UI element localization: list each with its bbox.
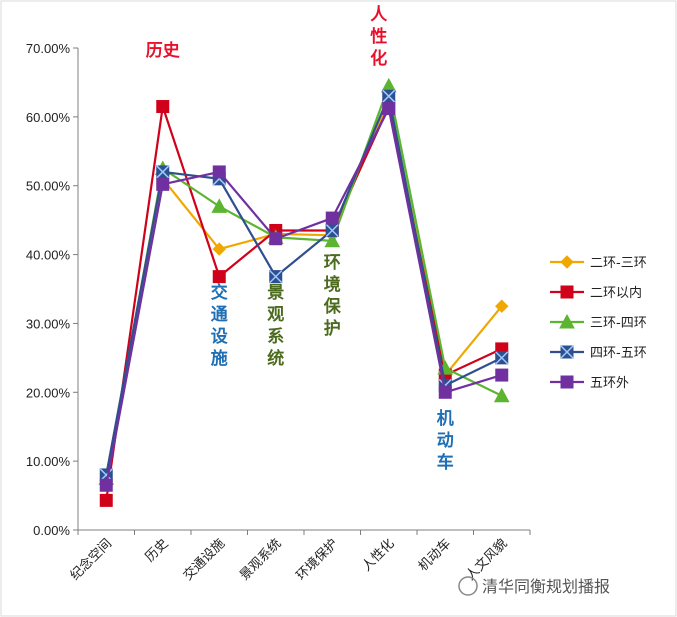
data-point bbox=[438, 385, 452, 399]
y-tick-label: 60.00% bbox=[26, 110, 71, 125]
legend-entry: 二环以内 bbox=[550, 285, 642, 301]
data-point bbox=[560, 285, 574, 299]
data-point bbox=[560, 255, 574, 269]
series-5 bbox=[99, 102, 509, 492]
data-point bbox=[269, 232, 283, 246]
y-tick-label: 0.00% bbox=[33, 523, 70, 538]
data-point bbox=[99, 478, 113, 492]
data-point bbox=[495, 368, 509, 382]
series-line bbox=[105, 105, 503, 486]
y-tick-label: 50.00% bbox=[26, 179, 71, 194]
x-tick-label: 环境保护 bbox=[294, 536, 341, 583]
data-point bbox=[493, 387, 510, 403]
annotation-label: 景观系统 bbox=[266, 283, 284, 369]
data-point bbox=[212, 165, 226, 179]
series-line bbox=[105, 81, 503, 479]
data-point-cross bbox=[495, 351, 509, 365]
annotation-label: 机动车 bbox=[437, 408, 454, 473]
data-point bbox=[560, 345, 574, 359]
data-point bbox=[382, 102, 396, 116]
series-line bbox=[105, 103, 503, 501]
legend-entry: 三环-四环 bbox=[550, 313, 647, 331]
y-tick-label: 40.00% bbox=[26, 248, 71, 263]
series-layer bbox=[98, 77, 510, 507]
data-point bbox=[156, 100, 170, 114]
data-point-cross bbox=[382, 89, 396, 103]
data-point bbox=[560, 375, 574, 389]
legend-label: 三环-四环 bbox=[590, 316, 647, 331]
x-tick-label: 历史 bbox=[143, 536, 172, 565]
data-point bbox=[559, 313, 575, 329]
data-point bbox=[382, 89, 396, 103]
data-point-cross bbox=[325, 223, 339, 238]
x-tick-label: 人性化 bbox=[359, 536, 397, 574]
data-point bbox=[99, 493, 113, 507]
data-point bbox=[156, 165, 170, 179]
data-point-cross bbox=[560, 345, 574, 359]
annotation-label: 历史 bbox=[146, 40, 181, 61]
data-point bbox=[325, 211, 339, 225]
y-tick-label: 70.00% bbox=[26, 41, 71, 56]
legend-label: 五环外 bbox=[590, 376, 629, 391]
data-point bbox=[325, 223, 339, 238]
legend-entry: 四环-五环 bbox=[550, 345, 647, 361]
series-line bbox=[105, 92, 503, 476]
data-point bbox=[495, 351, 509, 365]
data-point bbox=[495, 299, 509, 313]
data-point bbox=[324, 232, 341, 248]
legend-label: 四环-五环 bbox=[590, 346, 647, 361]
legend-entry: 五环外 bbox=[550, 375, 629, 391]
legend-label: 二环-三环 bbox=[590, 256, 647, 271]
series-4 bbox=[99, 89, 509, 482]
data-point bbox=[212, 270, 226, 284]
annotation-label: 交通设施 bbox=[211, 282, 228, 369]
annotation-label: 人性化 bbox=[370, 5, 388, 69]
data-point bbox=[269, 270, 283, 284]
annotation-label: 环境保护 bbox=[323, 253, 342, 339]
wechat-icon bbox=[458, 576, 478, 596]
data-point bbox=[212, 242, 226, 256]
x-tick-label: 机动车 bbox=[415, 536, 454, 575]
x-tick-label: 景观系统 bbox=[237, 536, 284, 583]
data-point-cross bbox=[269, 270, 283, 284]
legend-entry: 二环-三环 bbox=[550, 255, 647, 271]
watermark: 清华同衡规划播报 bbox=[458, 576, 610, 596]
data-point bbox=[156, 177, 170, 191]
watermark-text: 清华同衡规划播报 bbox=[482, 577, 610, 596]
y-tick-label: 20.00% bbox=[26, 385, 71, 400]
y-tick-label: 10.00% bbox=[26, 454, 71, 469]
data-point-cross bbox=[156, 165, 170, 179]
y-tick-label: 30.00% bbox=[26, 316, 71, 331]
data-point bbox=[211, 198, 228, 213]
x-tick-label: 纪念空间 bbox=[67, 536, 115, 584]
x-tick-label: 交通设施 bbox=[180, 536, 228, 584]
legend-label: 二环以内 bbox=[590, 285, 642, 301]
